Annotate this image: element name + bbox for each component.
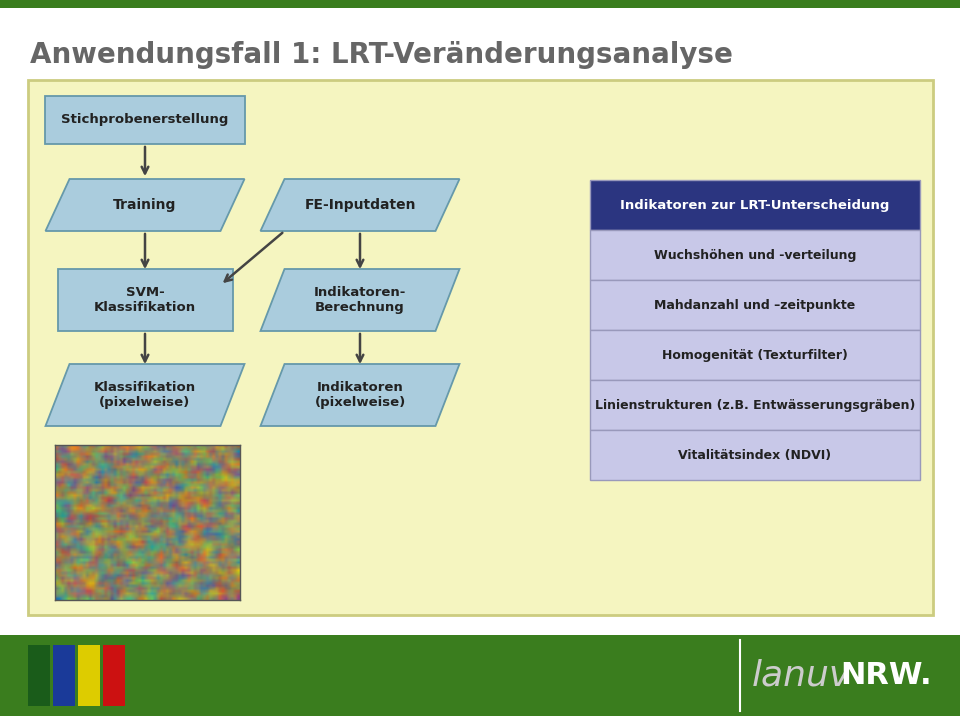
Bar xyxy=(78,645,100,706)
Bar xyxy=(590,280,920,330)
Text: Klassifikation
(pixelweise): Klassifikation (pixelweise) xyxy=(94,381,196,409)
Text: Homogenität (Texturfilter): Homogenität (Texturfilter) xyxy=(662,349,848,362)
Bar xyxy=(58,269,232,331)
Polygon shape xyxy=(260,269,460,331)
Polygon shape xyxy=(45,179,245,231)
Bar xyxy=(590,380,920,430)
Polygon shape xyxy=(45,364,245,426)
Text: NRW.: NRW. xyxy=(840,661,931,690)
Text: Anwendungsfall 1: LRT-Veränderungsanalyse: Anwendungsfall 1: LRT-Veränderungsanalys… xyxy=(30,41,732,69)
Bar xyxy=(590,330,920,380)
Text: SVM-
Klassifikation: SVM- Klassifikation xyxy=(94,286,196,314)
Text: Vitalitätsindex (NDVI): Vitalitätsindex (NDVI) xyxy=(679,448,831,462)
Bar xyxy=(590,180,920,230)
Bar xyxy=(28,645,50,706)
Bar xyxy=(590,230,920,280)
Text: Mahdanzahl und –zeitpunkte: Mahdanzahl und –zeitpunkte xyxy=(655,299,855,311)
Text: FE-Inputdaten: FE-Inputdaten xyxy=(304,198,416,212)
Text: Training: Training xyxy=(113,198,177,212)
Bar xyxy=(0,635,960,716)
Text: Stichprobenerstellung: Stichprobenerstellung xyxy=(61,114,228,127)
Polygon shape xyxy=(260,364,460,426)
Bar xyxy=(590,430,920,480)
Text: Indikatoren
(pixelweise): Indikatoren (pixelweise) xyxy=(314,381,406,409)
Text: Wuchshöhen und -verteilung: Wuchshöhen und -verteilung xyxy=(654,248,856,261)
Bar xyxy=(45,96,245,144)
Polygon shape xyxy=(260,179,460,231)
Text: Indikatoren-
Berechnung: Indikatoren- Berechnung xyxy=(314,286,406,314)
Bar xyxy=(28,80,933,615)
Text: Indikatoren zur LRT-Unterscheidung: Indikatoren zur LRT-Unterscheidung xyxy=(620,198,890,211)
Bar xyxy=(0,0,960,8)
Text: Linienstrukturen (z.B. Entwässerungsgräben): Linienstrukturen (z.B. Entwässerungsgräb… xyxy=(595,399,915,412)
Bar xyxy=(103,645,125,706)
Bar xyxy=(53,645,75,706)
Text: lanuv: lanuv xyxy=(752,659,852,692)
